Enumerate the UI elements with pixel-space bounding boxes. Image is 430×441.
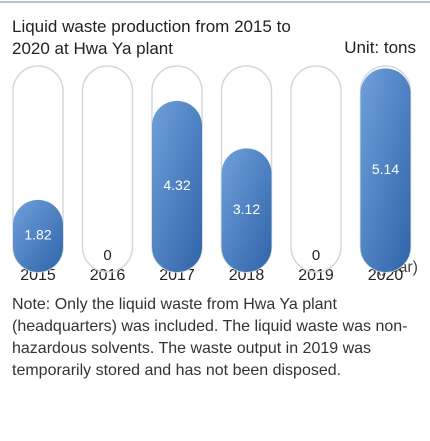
capsule-outline — [81, 65, 134, 273]
x-tick-label: 2018 — [229, 267, 265, 284]
value-label: 4.32 — [163, 177, 190, 193]
unit-label: Unit: tons — [344, 38, 416, 57]
bar — [13, 199, 63, 272]
x-tick-label: 2015 — [20, 267, 56, 284]
value-label: 5.14 — [372, 161, 399, 177]
chart: (year) 20151.822016020174.3220183.122019… — [0, 1, 430, 284]
value-label: 0 — [103, 247, 111, 264]
x-tick-label: 2017 — [159, 267, 195, 284]
value-label: 0 — [312, 247, 320, 264]
bar — [221, 148, 272, 272]
value-label: 3.12 — [233, 201, 260, 217]
x-tick-label: 2020 — [368, 267, 404, 284]
chart-title: Liquid waste production from 2015 to 202… — [12, 17, 291, 58]
x-tick-label: 2019 — [298, 267, 334, 284]
note: Note: Only the liquid waste from Hwa Ya … — [12, 296, 408, 379]
x-tick-label: 2016 — [90, 267, 126, 284]
value-label: 1.82 — [24, 227, 51, 243]
bar — [152, 100, 202, 272]
capsule-outline — [290, 65, 342, 273]
bar — [360, 68, 411, 272]
